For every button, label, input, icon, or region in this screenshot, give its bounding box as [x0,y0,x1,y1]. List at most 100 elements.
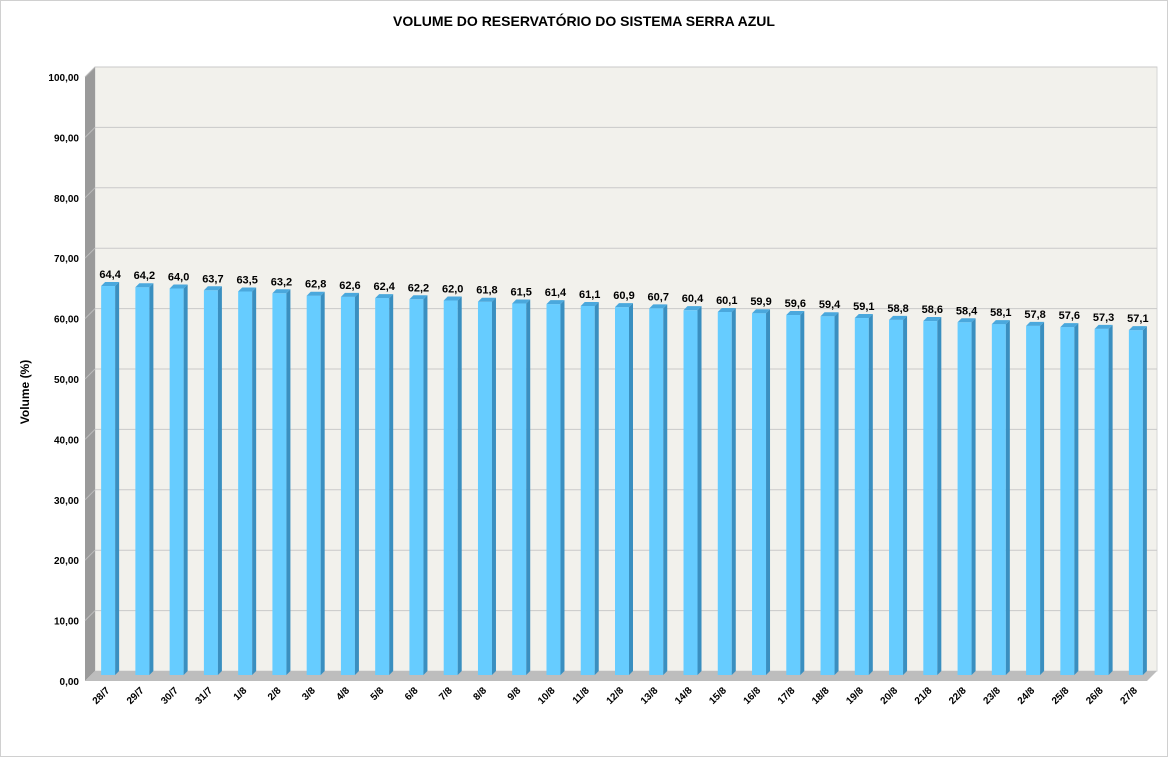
bar-top [683,306,702,311]
bar-top [101,282,120,287]
bar-side [868,314,873,675]
bar-side [389,294,394,675]
data-label: 62,8 [305,279,326,291]
data-label: 60,4 [682,293,704,305]
data-label: 58,4 [956,305,978,317]
y-tick-label: 80,00 [54,194,79,205]
bar [306,295,321,675]
bar-top [135,283,154,288]
bar [854,318,869,675]
data-label: 58,6 [922,304,943,316]
bar-side [594,301,599,675]
y-tick-label: 50,00 [54,375,79,386]
bar-top [512,299,531,304]
bar [512,303,527,675]
bar-top [854,314,873,319]
bar-side [1005,320,1010,675]
data-label: 57,8 [1024,309,1045,321]
gridline-side [84,127,96,138]
bar-top [477,297,496,302]
bar-side [663,304,668,675]
bar-side [115,282,120,675]
bar [752,313,767,675]
bar-side [217,286,222,675]
data-label: 61,4 [545,287,567,299]
chart-title: VOLUME DO RESERVATÓRIO DO SISTEMA SERRA … [393,12,775,29]
data-label: 62,0 [442,284,463,296]
gridline-side [84,308,96,319]
bar [786,315,801,675]
bar-top [1128,326,1147,331]
bar [546,304,561,675]
bar [889,319,904,675]
bar-top [1026,321,1045,326]
bar-top [717,307,736,312]
data-label: 60,1 [716,295,737,307]
y-tick-label: 30,00 [54,496,79,507]
data-label: 59,6 [785,298,806,310]
y-tick-label: 20,00 [54,556,79,567]
bar-top [238,287,257,292]
bar-side [423,295,428,675]
bar-side [697,306,702,675]
y-tick-label: 90,00 [54,133,79,144]
bar-side [937,317,942,675]
data-label: 62,6 [339,280,360,292]
bar [169,288,184,675]
bar-side [183,284,188,675]
bar-top [409,295,428,300]
bar-top [340,292,359,297]
data-label: 57,3 [1093,312,1114,324]
bar-top [786,311,805,316]
data-label: 61,8 [476,285,497,297]
bar [443,300,458,675]
bar-side [629,303,633,675]
bar [615,307,629,675]
bar [340,296,355,675]
bar-side [526,299,531,675]
bar [1060,327,1075,675]
bar [683,310,698,675]
bar [375,298,390,675]
bar-top [957,318,976,323]
bar-top [580,301,599,306]
data-label: 57,1 [1127,313,1148,325]
bar-side [766,309,771,675]
bar-side [354,292,359,675]
data-label: 62,4 [373,281,395,293]
bar-side [457,296,462,675]
bar-side [1142,326,1147,675]
gridline-side [84,610,96,621]
data-label: 61,5 [511,287,532,299]
y-tick-label: 0,00 [60,677,80,688]
data-label: 63,2 [271,276,292,288]
gridline-side [84,549,96,561]
bar-side [834,312,839,675]
bar [238,291,253,675]
bar-side [1040,321,1045,675]
data-label: 63,5 [236,274,257,286]
bar-top [375,294,394,299]
bar [135,287,150,675]
bar-side [286,289,291,675]
data-label: 64,0 [168,271,189,283]
bar [477,301,492,675]
bar-side [800,311,805,675]
bar [580,305,595,675]
bar [717,311,732,675]
y-tick-label: 40,00 [54,435,79,446]
bar [649,308,664,675]
bar [272,293,287,675]
data-label: 59,1 [853,301,874,313]
y-tick-label: 70,00 [54,254,79,265]
bar-top [752,309,771,314]
bar-top [203,286,222,291]
bar-side [149,283,154,675]
y-tick-label: 10,00 [54,617,79,628]
data-label: 58,1 [990,307,1011,319]
data-label: 62,2 [408,282,429,294]
bar-top [546,300,565,305]
gridline-side [84,247,96,259]
data-label: 61,1 [579,289,600,301]
